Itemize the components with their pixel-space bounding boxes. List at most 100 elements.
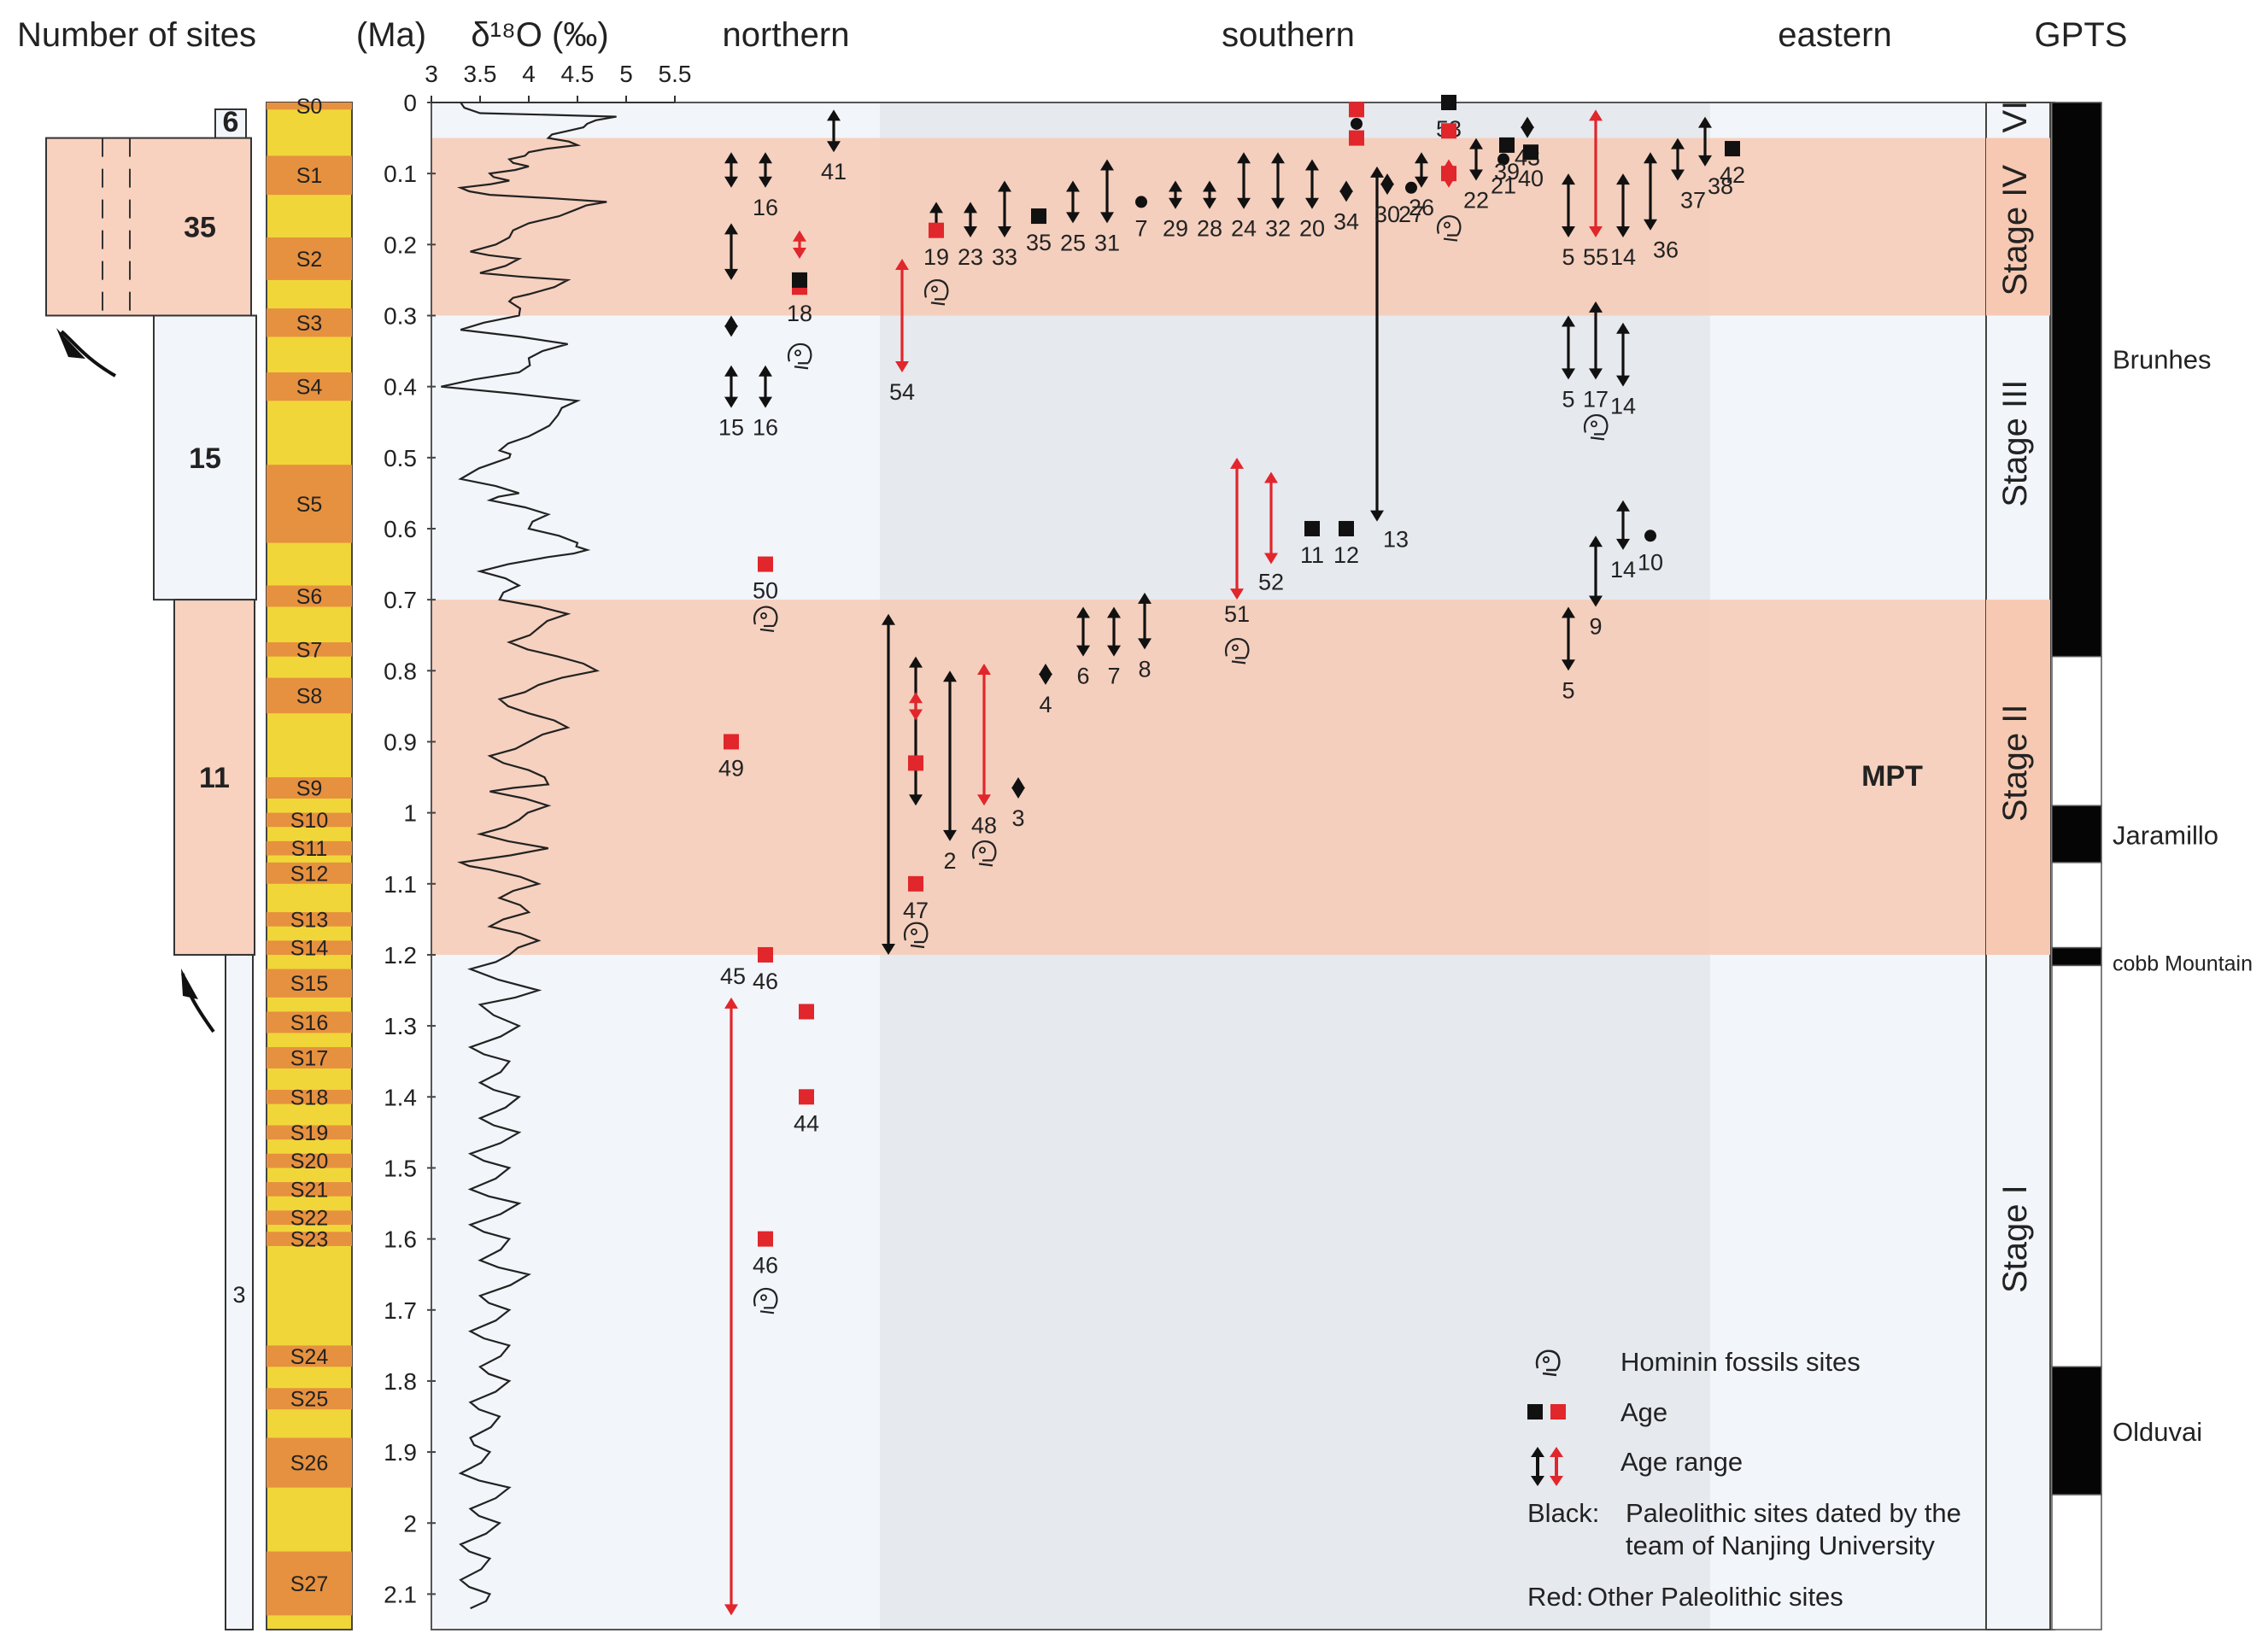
age-range-head-bottom bbox=[724, 325, 738, 337]
age-range-head-bottom bbox=[1698, 155, 1712, 167]
age-range-30-21 bbox=[1380, 173, 1394, 196]
age-range-head-bottom bbox=[1039, 673, 1052, 685]
age-range-head-bottom bbox=[943, 829, 957, 841]
stage-label-4: Stage I bbox=[1996, 1185, 2034, 1293]
skull-outline bbox=[1225, 637, 1250, 664]
age-range-label-52: 52 bbox=[1258, 570, 1284, 595]
age-range-head-bottom bbox=[909, 709, 923, 721]
header-eastern: eastern bbox=[1778, 16, 1891, 54]
site-count-35: 35 bbox=[184, 212, 216, 244]
age-range-head-top bbox=[1415, 152, 1428, 164]
legend-fossil-icon bbox=[1535, 1349, 1561, 1377]
age-tick-0: 0 bbox=[403, 90, 417, 116]
skull-eye bbox=[1232, 644, 1239, 652]
age-range-head-bottom bbox=[895, 361, 909, 373]
age-marker-46-23 bbox=[758, 946, 773, 963]
paleosol-S14 bbox=[267, 940, 352, 955]
age-tick-1.5: 1.5 bbox=[384, 1155, 417, 1181]
paleosol-label-S8: S8 bbox=[296, 684, 323, 708]
legend-range-black-arrow bbox=[1531, 1447, 1544, 1486]
age-range-head-bottom bbox=[1589, 226, 1603, 238]
age-range-7-36 bbox=[1107, 606, 1121, 657]
age-range-head-top bbox=[1671, 138, 1685, 149]
age-label-21: 21 bbox=[1491, 173, 1516, 199]
age-range-head-top bbox=[827, 109, 841, 121]
age-range-head-bottom bbox=[1380, 184, 1394, 196]
age-range-head-top bbox=[943, 670, 957, 682]
age-range-label-30: 30 bbox=[1374, 202, 1400, 227]
age-tick-1.2: 1.2 bbox=[384, 942, 417, 969]
age-range-label-19: 19 bbox=[923, 244, 949, 270]
paleosol-label-S5: S5 bbox=[296, 493, 323, 517]
age-range-head-top bbox=[1305, 159, 1319, 171]
age-range-4-34 bbox=[1039, 663, 1052, 685]
paleosol-label-S20: S20 bbox=[290, 1150, 328, 1174]
fossil-icon-1 bbox=[788, 342, 812, 370]
gpts-label-3: Olduvai bbox=[2113, 1417, 2202, 1447]
age-tick-0.1: 0.1 bbox=[384, 161, 417, 187]
paleosol-label-S16: S16 bbox=[290, 1011, 328, 1035]
age-range-head-top bbox=[759, 152, 772, 164]
age-range-45-50 bbox=[724, 997, 738, 1616]
paleosol-S11 bbox=[267, 840, 352, 856]
age-range-head-bottom bbox=[1562, 659, 1575, 671]
age-range-head-bottom bbox=[1076, 645, 1090, 657]
age-range-head-bottom bbox=[1562, 226, 1575, 238]
paleosol-label-S27: S27 bbox=[290, 1572, 328, 1596]
stage-band-3 bbox=[431, 600, 1986, 955]
stage-column-band-1 bbox=[1986, 138, 2050, 316]
age-tick-0.6: 0.6 bbox=[384, 516, 417, 542]
age-dot-27-5 bbox=[1405, 181, 1417, 194]
age-range-label-14: 14 bbox=[1610, 394, 1636, 419]
gpts-chron-6 bbox=[2051, 1366, 2102, 1496]
gpts-chron-4 bbox=[2051, 946, 2102, 967]
stage-label-column: VI Stage IV Stage III Stage II Stage I bbox=[1985, 101, 2051, 1630]
age-range-label-22: 22 bbox=[1463, 187, 1489, 213]
skull-eye bbox=[760, 612, 767, 619]
age-range-6-35 bbox=[1076, 606, 1090, 657]
paleosol-S6 bbox=[267, 585, 352, 607]
age-range-label-33: 33 bbox=[992, 244, 1017, 270]
paleosol-label-S12: S12 bbox=[290, 862, 328, 886]
age-range-41-0 bbox=[827, 109, 841, 153]
age-range-head-top bbox=[759, 365, 772, 377]
mpt-label: MPT bbox=[1861, 760, 1923, 793]
age-range-37-42 bbox=[1671, 138, 1685, 181]
age-range-head-top bbox=[1271, 152, 1285, 164]
age-range-head-bottom bbox=[1138, 638, 1152, 650]
age-dot-7-4 bbox=[1135, 196, 1147, 208]
paleosol-S19 bbox=[267, 1125, 352, 1140]
age-range-unlabeled-30 bbox=[909, 692, 923, 721]
age-range-head-bottom bbox=[1305, 197, 1319, 209]
age-range-34-19 bbox=[1339, 180, 1353, 202]
fossil-icon-0 bbox=[924, 278, 949, 306]
age-range-label-16: 16 bbox=[753, 195, 778, 220]
legend: Hominin fossils sites Age Age range Blac… bbox=[1527, 1347, 1961, 1612]
age-range-head-top bbox=[1562, 173, 1575, 185]
legend-red-text: Other Paleolithic sites bbox=[1587, 1582, 1843, 1612]
d18o-tick-4.5: 4.5 bbox=[561, 61, 595, 87]
age-label-49: 49 bbox=[718, 755, 744, 781]
age-range-label-5: 5 bbox=[1562, 244, 1574, 270]
gpts-label-2: cobb Mountain bbox=[2113, 951, 2253, 975]
paleosol-label-S9: S9 bbox=[296, 777, 323, 801]
stage-label-2: Stage III bbox=[1996, 380, 2034, 507]
paleosol-label-S0: S0 bbox=[296, 95, 323, 119]
paleosol-label-S7: S7 bbox=[296, 638, 323, 662]
paleosol-S21 bbox=[267, 1182, 352, 1197]
skull-eye bbox=[979, 846, 986, 854]
paleosol-label-S18: S18 bbox=[290, 1086, 328, 1109]
age-marker-u-11 bbox=[1441, 166, 1456, 182]
paleosol-S13 bbox=[267, 912, 352, 927]
age-axis: 0 0.1 0.2 0.3 0.4 0.5 0.6 0.7 0.8 0.9 1 1.1 1.2 1.3 1.… bbox=[384, 90, 436, 1607]
paleosol-S12 bbox=[267, 862, 352, 884]
age-range-head-bottom bbox=[827, 141, 841, 153]
stage-column-band-3 bbox=[1986, 600, 2050, 955]
stage-bands bbox=[431, 102, 2055, 1630]
gpts-chron-1 bbox=[2051, 655, 2102, 807]
d18o-tick-3: 3 bbox=[425, 61, 438, 87]
age-range-51-27 bbox=[1230, 457, 1244, 600]
skull-eye bbox=[794, 349, 801, 357]
paleosol-S3 bbox=[267, 308, 352, 337]
age-range-label-36: 36 bbox=[1653, 237, 1679, 263]
